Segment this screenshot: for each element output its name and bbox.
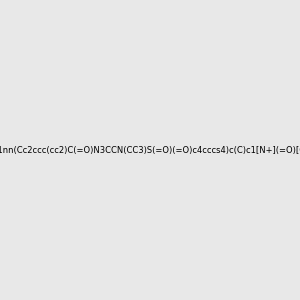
Text: Cc1nn(Cc2ccc(cc2)C(=O)N3CCN(CC3)S(=O)(=O)c4cccs4)c(C)c1[N+](=O)[O-]: Cc1nn(Cc2ccc(cc2)C(=O)N3CCN(CC3)S(=O)(=O…: [0, 146, 300, 154]
